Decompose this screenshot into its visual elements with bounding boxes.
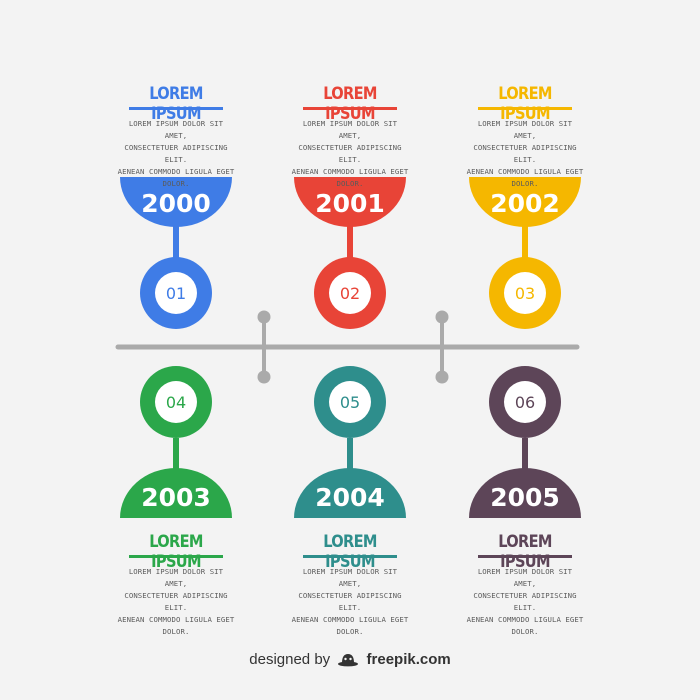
year-dome-6 xyxy=(469,468,581,518)
brand-text: freepik.com xyxy=(366,651,451,668)
number-label-6: 06 xyxy=(515,393,535,412)
year-bowl-1 xyxy=(120,177,232,227)
item-title-underline xyxy=(478,107,572,110)
number-label-2: 02 xyxy=(340,284,360,303)
number-disc-3 xyxy=(504,272,546,314)
year-label-6: 2005 xyxy=(490,483,560,512)
timeline-tick-knob-top-2 xyxy=(435,310,449,324)
number-disc-5 xyxy=(329,381,371,423)
item-title-underline xyxy=(303,555,397,558)
item-description: LOREM IPSUM DOLOR SIT AMET, CONSECTETUER… xyxy=(291,119,409,188)
number-disc-2 xyxy=(329,272,371,314)
attribution-footer: designed by freepik.com xyxy=(0,651,700,671)
item-description: LOREM IPSUM DOLOR SIT AMET, CONSECTETUER… xyxy=(117,119,235,188)
number-label-3: 03 xyxy=(515,284,535,303)
item-title-underline xyxy=(303,107,397,110)
year-dome-5 xyxy=(294,468,406,518)
number-disc-6 xyxy=(504,381,546,423)
freepik-logo-icon xyxy=(337,651,359,671)
year-label-4: 2003 xyxy=(141,483,211,512)
year-label-5: 2004 xyxy=(315,483,385,512)
designed-by-text: designed by xyxy=(249,651,331,668)
year-bowl-3 xyxy=(469,177,581,227)
item-title-underline xyxy=(129,107,223,110)
item-title-underline xyxy=(129,555,223,558)
timeline-tick-knob-bottom-1 xyxy=(257,370,271,384)
item-description: LOREM IPSUM DOLOR SIT AMET, CONSECTETUER… xyxy=(466,119,584,188)
number-label-1: 01 xyxy=(166,284,186,303)
item-description: LOREM IPSUM DOLOR SIT AMET, CONSECTETUER… xyxy=(117,567,235,636)
year-dome-4 xyxy=(120,468,232,518)
item-title-underline xyxy=(478,555,572,558)
number-disc-4 xyxy=(155,381,197,423)
number-label-5: 05 xyxy=(340,393,360,412)
year-bowl-2 xyxy=(294,177,406,227)
timeline-tick-knob-top-1 xyxy=(257,310,271,324)
timeline-tick-knob-bottom-2 xyxy=(435,370,449,384)
year-label-3: 2002 xyxy=(490,189,560,218)
item-description: LOREM IPSUM DOLOR SIT AMET, CONSECTETUER… xyxy=(466,567,584,636)
item-description: LOREM IPSUM DOLOR SIT AMET, CONSECTETUER… xyxy=(291,567,409,636)
year-label-1: 2000 xyxy=(141,189,211,218)
number-disc-1 xyxy=(155,272,197,314)
number-label-4: 04 xyxy=(166,393,186,412)
year-label-2: 2001 xyxy=(315,189,385,218)
